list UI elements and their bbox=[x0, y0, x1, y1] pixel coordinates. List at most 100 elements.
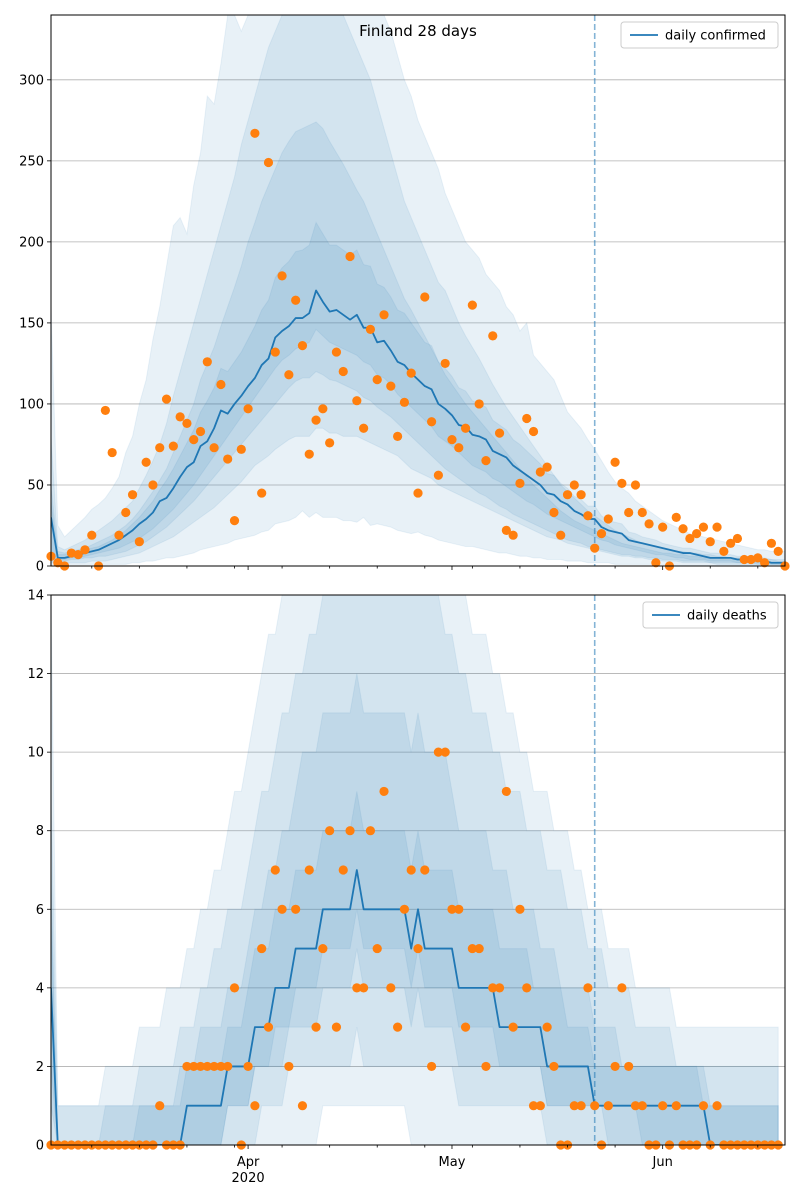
confirmed-data-point bbox=[263, 157, 274, 168]
deaths-data-point bbox=[372, 943, 382, 954]
confirmed-band-1 bbox=[51, 15, 785, 566]
deaths-data-point bbox=[291, 904, 301, 914]
confirmed-data-point bbox=[304, 449, 314, 459]
confirmed-band-4 bbox=[51, 221, 785, 565]
confirmed-data-point bbox=[433, 470, 443, 480]
deaths-data-point bbox=[359, 983, 369, 993]
confirmed-data-point bbox=[229, 516, 240, 526]
confirmed-legend-label: daily confirmed bbox=[665, 29, 766, 44]
confirmed-data-point bbox=[250, 128, 260, 138]
confirmed-data-point bbox=[760, 558, 770, 568]
deaths-data-point bbox=[277, 904, 287, 914]
deaths-band-3 bbox=[51, 673, 779, 1145]
deaths-data-point bbox=[576, 1101, 586, 1111]
confirmed-data-point bbox=[148, 480, 158, 490]
confirmed-data-point bbox=[243, 404, 253, 414]
confirmed-band-2 bbox=[51, 15, 785, 565]
confirmed-data-point bbox=[447, 434, 457, 445]
deaths-data-point bbox=[195, 1061, 206, 1072]
confirmed-data-point bbox=[216, 379, 226, 390]
deaths-data-point bbox=[297, 1101, 308, 1111]
confirmed-data-point bbox=[556, 530, 566, 540]
deaths-data-point bbox=[515, 904, 525, 914]
confirmed-data-point bbox=[270, 347, 280, 357]
deaths-data-point bbox=[243, 1061, 253, 1072]
confirmed-data-point bbox=[732, 533, 743, 544]
confirmed-data-point bbox=[766, 538, 777, 548]
deaths-legend-box bbox=[642, 601, 779, 629]
confirmed-data-point bbox=[658, 522, 668, 532]
confirmed-data-point bbox=[277, 271, 287, 281]
confirmed-data-point bbox=[630, 480, 641, 490]
confirmed-data-point bbox=[311, 415, 321, 425]
confirmed-data-point bbox=[352, 396, 362, 406]
confirmed-ytick-label: 250 bbox=[19, 154, 44, 169]
deaths-ytick-label: 12 bbox=[27, 667, 44, 682]
confirmed-data-point bbox=[161, 394, 172, 404]
deaths-data-point bbox=[284, 1061, 294, 1072]
deaths-data-point bbox=[488, 983, 498, 993]
deaths-legend: daily deaths bbox=[642, 601, 779, 629]
confirmed-data-point bbox=[257, 488, 267, 498]
confirmed-data-point bbox=[678, 524, 688, 534]
deaths-data-point bbox=[365, 826, 376, 836]
deaths-data-point bbox=[528, 1101, 539, 1111]
confirmed-data-point bbox=[121, 507, 131, 518]
deaths-data-point bbox=[209, 1061, 219, 1072]
deaths-data-point bbox=[583, 983, 593, 993]
deaths-data-point bbox=[250, 1101, 260, 1111]
deaths-data-point bbox=[155, 1101, 165, 1111]
deaths-data-point bbox=[624, 1061, 634, 1072]
confirmed-data-point bbox=[195, 426, 206, 437]
deaths-data-point bbox=[263, 1022, 274, 1032]
deaths-data-point bbox=[229, 983, 240, 993]
deaths-data-point bbox=[399, 904, 410, 914]
deaths-data-point bbox=[494, 983, 505, 993]
confirmed-data-point bbox=[393, 431, 403, 441]
confirmed-data-point bbox=[549, 507, 559, 518]
deaths-data-point bbox=[338, 865, 348, 875]
confirmed-data-point bbox=[182, 418, 192, 428]
deaths-data-point bbox=[671, 1101, 681, 1111]
deaths-data-point bbox=[522, 983, 532, 993]
confirmed-data-point bbox=[454, 443, 464, 453]
confirmed-band-3 bbox=[51, 121, 785, 565]
confirmed-data-point bbox=[617, 478, 627, 488]
deaths-data-point bbox=[501, 786, 511, 797]
confirmed-data-point bbox=[692, 528, 702, 539]
deaths-data-point bbox=[433, 747, 443, 757]
deaths-data-point bbox=[270, 865, 280, 875]
deaths-data-point bbox=[406, 865, 416, 875]
confirmed-data-point bbox=[773, 546, 783, 557]
deaths-data-point bbox=[460, 1022, 471, 1032]
confirmed-data-point bbox=[365, 324, 376, 334]
deaths-data-point bbox=[481, 1061, 491, 1072]
deaths-xtick-label: May bbox=[439, 1155, 466, 1170]
confirmed-data-point bbox=[739, 554, 749, 565]
confirmed-data-point bbox=[596, 528, 607, 539]
deaths-data-point bbox=[216, 1061, 226, 1072]
confirmed-legend: daily confirmed bbox=[620, 21, 779, 49]
deaths-xtick-label: Apr bbox=[237, 1155, 260, 1170]
confirmed-data-point bbox=[406, 368, 416, 378]
confirmed-data-point bbox=[87, 530, 97, 540]
confirmed-data-point bbox=[134, 537, 144, 547]
confirmed-data-point bbox=[372, 375, 382, 385]
confirmed-data-point bbox=[753, 553, 763, 563]
confirmed-data-point bbox=[542, 462, 552, 472]
deaths-data-point bbox=[379, 786, 389, 797]
confirmed-data-point bbox=[467, 300, 477, 310]
confirmed-data-point bbox=[590, 543, 600, 553]
confirmed-data-point bbox=[474, 399, 484, 409]
deaths-data-point bbox=[311, 1022, 321, 1032]
confirmed-data-point bbox=[583, 511, 593, 521]
deaths-ytick-label: 4 bbox=[36, 981, 44, 996]
deaths-mean-line bbox=[51, 869, 779, 1145]
deaths-data-point bbox=[658, 1101, 668, 1111]
deaths-axes-frame bbox=[50, 594, 786, 1146]
confirmed-data-point bbox=[522, 413, 532, 424]
deaths-data-point bbox=[712, 1101, 722, 1111]
confirmed-data-point bbox=[420, 292, 430, 302]
deaths-legend-label: daily deaths bbox=[687, 609, 767, 624]
